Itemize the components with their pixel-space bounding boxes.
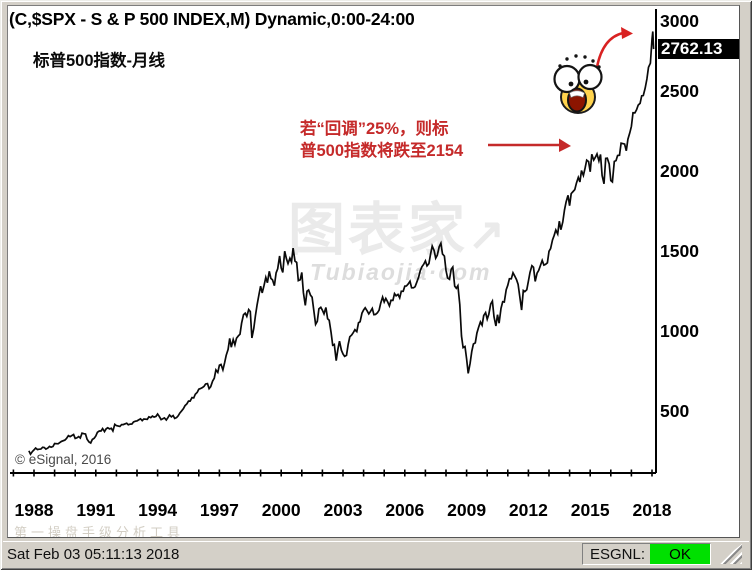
y-axis-label: 500 [660, 401, 690, 421]
red-curved-arrow [595, 27, 633, 68]
chart-title: (C,$SPX - S & P 500 INDEX,M) Dynamic,0:0… [9, 9, 415, 29]
correction-annotation: 若“回调”25%，则标 普500指数将跌至2154 [300, 118, 463, 162]
up-right-arrow-icon: ↗ [468, 210, 508, 259]
feed-name-label: ESGNL: [589, 545, 645, 563]
x-axis-label: 2000 [261, 500, 301, 520]
x-axis-label: 2012 [508, 500, 548, 520]
x-axis-label: 2009 [447, 500, 487, 520]
x-axis-label: 2003 [323, 500, 363, 520]
feed-status-panel: ESGNL: OK [581, 543, 711, 565]
y-axis-label: 2000 [660, 161, 699, 181]
x-axis-label: 2018 [632, 500, 672, 520]
watermark: 图表家↗ Tubiaojia·com [288, 202, 518, 286]
y-axis-label: 1500 [660, 241, 699, 261]
x-axis-label: 2015 [570, 500, 610, 520]
watermark-en-text: Tubiaojia·com [310, 259, 492, 285]
x-axis-label: 1988 [14, 500, 54, 520]
status-bar: Sat Feb 03 05:11:13 2018 ESGNL: OK [3, 541, 749, 566]
annotation-line-2: 普500指数将跌至2154 [300, 142, 464, 160]
x-axis-label: 1994 [138, 500, 178, 520]
y-axis-label: 2500 [660, 81, 699, 101]
x-axis-label: 1991 [76, 500, 116, 520]
shocked-face-emoji-icon [553, 54, 603, 114]
watermark-cn-text: 图表家↗ [288, 198, 508, 262]
y-axis-label: 1000 [660, 321, 699, 341]
chart-subtitle: 标普500指数-月线 [33, 52, 166, 70]
status-timestamp: Sat Feb 03 05:11:13 2018 [7, 545, 180, 563]
esignal-copyright: © eSignal, 2016 [15, 452, 112, 467]
resize-grip-icon[interactable] [716, 544, 742, 564]
last-price-tag: 2762.13 [658, 39, 739, 59]
chart-client-area: 图表家↗ Tubiaojia·com [7, 5, 740, 538]
x-axis-label: 1997 [199, 500, 239, 520]
y-axis-label: 3000 [660, 11, 699, 31]
feed-ok-indicator[interactable]: OK [650, 544, 710, 564]
annotation-line-1: 若“回调”25%，则标 [300, 120, 449, 138]
red-horizontal-arrow [488, 138, 571, 152]
x-axis-label: 2006 [385, 500, 425, 520]
watermark-footer: 第一操盘手级分析工具 [14, 525, 185, 538]
